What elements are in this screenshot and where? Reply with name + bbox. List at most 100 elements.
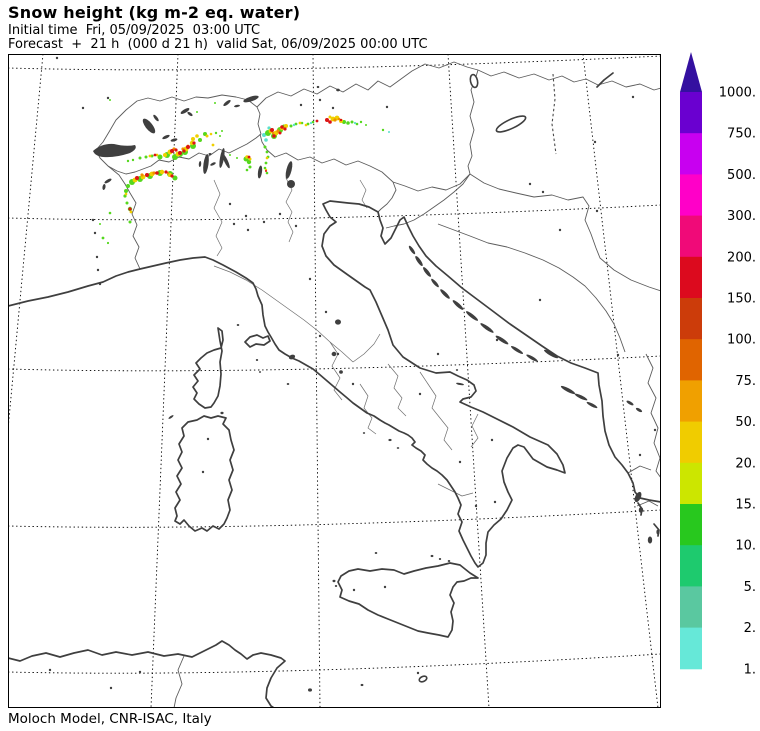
region-border (213, 265, 354, 363)
snow-data-point (126, 184, 130, 188)
map-dot (299, 103, 303, 107)
island (408, 245, 416, 255)
snow-data-point (271, 131, 275, 135)
map-dot (653, 428, 657, 432)
region-border (329, 341, 343, 401)
colorbar-segment (680, 545, 702, 587)
lake-outline (418, 675, 428, 683)
snow-data-point (278, 131, 282, 135)
snow-data-point (191, 137, 195, 141)
island (455, 369, 459, 371)
map-dot (232, 222, 236, 226)
island (544, 349, 558, 359)
island (431, 278, 439, 288)
snow-data-point (272, 134, 276, 138)
colorbar-segment (680, 256, 702, 299)
map-dot (538, 298, 542, 302)
map-dot (96, 268, 100, 272)
country-border (256, 61, 479, 108)
map-dot (631, 95, 635, 99)
region-border (359, 179, 368, 209)
island (480, 323, 494, 333)
lake (223, 99, 231, 107)
country-border (627, 465, 652, 474)
coastline (174, 415, 235, 532)
lake (243, 95, 259, 103)
snow-data-point (276, 129, 280, 133)
map-dot (558, 228, 562, 232)
lake (198, 161, 202, 167)
map-dot (294, 224, 298, 228)
colorbar-segment (680, 462, 702, 505)
map-dot (474, 504, 478, 508)
snow-data-point (172, 175, 178, 181)
island (220, 411, 224, 415)
region-border (213, 179, 223, 257)
country-border (107, 165, 141, 270)
colorbar-label: 100. (727, 333, 756, 348)
colorbar-label: 150. (727, 292, 756, 307)
snow-data-point (140, 173, 144, 177)
map-dot (331, 106, 335, 110)
island (360, 683, 364, 687)
coastline (596, 72, 614, 88)
snow-data-point (214, 102, 216, 104)
snow-data-point (129, 210, 133, 214)
snow-data-point (300, 121, 304, 125)
graticule-parallel (8, 653, 661, 674)
island (168, 415, 174, 419)
snow-data-point (182, 149, 186, 153)
lake (219, 148, 225, 168)
map-dot (98, 282, 102, 286)
snow-data-point (178, 151, 182, 155)
map-dot (93, 231, 97, 235)
colorbar-arrow (680, 52, 702, 92)
colorbar-label: 5. (744, 580, 756, 595)
country-border (645, 353, 661, 479)
island (438, 558, 442, 560)
snow-data-point (292, 123, 296, 127)
country-border (173, 655, 185, 708)
coastline (8, 640, 286, 708)
graticule-meridian (582, 54, 659, 708)
snow-data-point (283, 127, 287, 131)
region-border (352, 333, 381, 363)
map-canvas (8, 54, 661, 708)
snow-data-point (365, 124, 367, 126)
lake (162, 134, 170, 140)
lake (339, 370, 343, 374)
snow-data-point (135, 176, 139, 180)
lake (187, 111, 193, 117)
island (456, 382, 464, 386)
island (638, 507, 644, 513)
snow-data-point (339, 118, 343, 122)
snow-data-point (128, 220, 132, 224)
lake (104, 178, 112, 184)
island (430, 554, 434, 558)
snow-data-point (236, 157, 238, 159)
country-border (469, 173, 661, 292)
snow-data-point (128, 207, 132, 211)
island (236, 324, 240, 326)
colorbar-segment (680, 133, 702, 175)
snow-data-point (186, 145, 190, 149)
map-dot (109, 686, 113, 690)
snow-data-point (106, 241, 110, 245)
snow-data-point (248, 165, 252, 169)
river (551, 73, 557, 155)
snow-data-point (264, 161, 268, 165)
colorbar-segment (680, 215, 702, 258)
snow-data-point (245, 155, 249, 159)
lake (170, 138, 178, 142)
map-dot (206, 437, 210, 441)
snow-data-point (245, 168, 249, 172)
snow-data-point (205, 134, 209, 138)
island (308, 688, 312, 692)
snow-data-point (211, 143, 215, 147)
graticule-meridian (447, 54, 490, 708)
map-dot (352, 588, 356, 592)
map-dot (246, 228, 250, 232)
map-area (8, 54, 661, 708)
graticule-meridian (150, 54, 179, 708)
lake (234, 104, 240, 108)
